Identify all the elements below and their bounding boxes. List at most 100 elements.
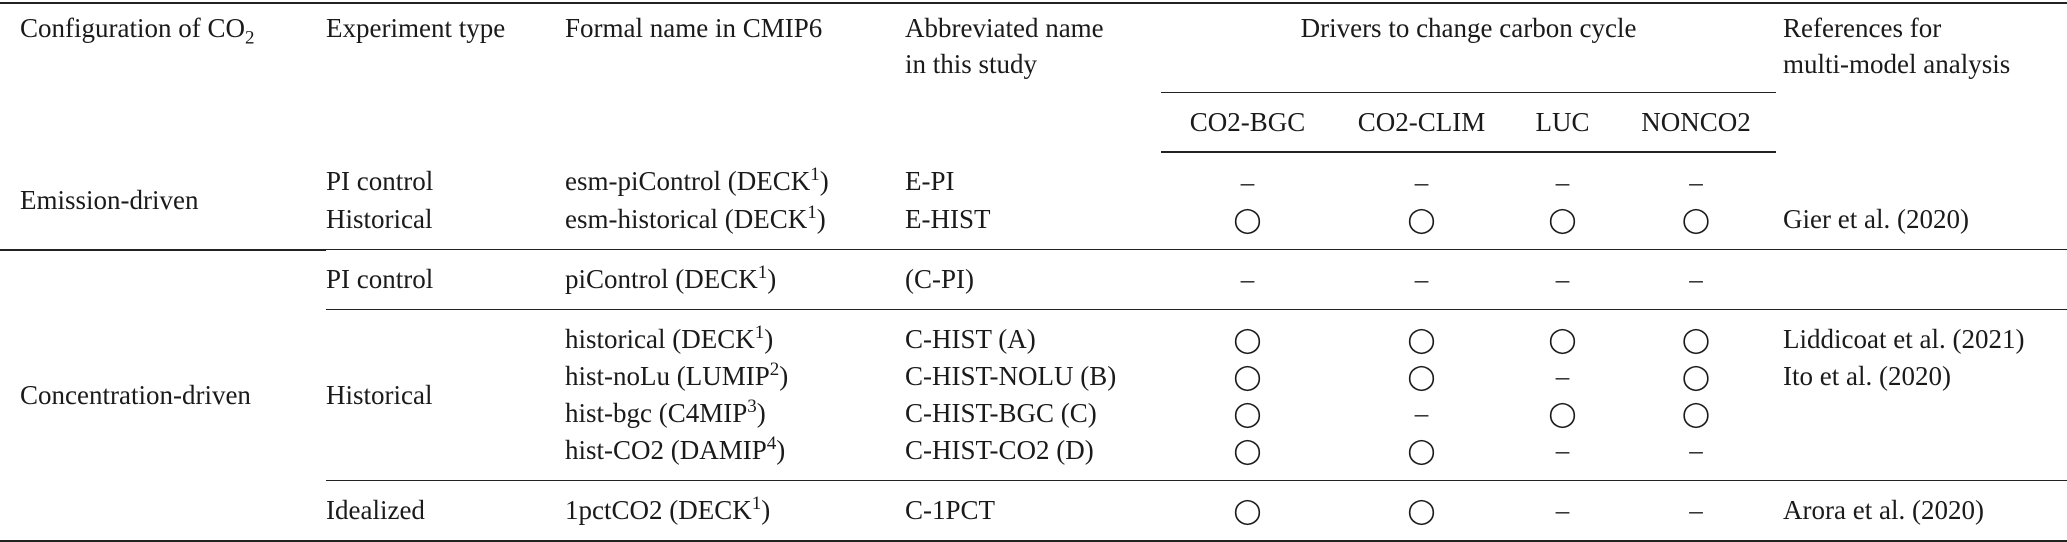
driver-cell: ◯ bbox=[1548, 399, 1577, 428]
header-text: in this study bbox=[905, 49, 1038, 79]
driver-cell: ◯ bbox=[1233, 205, 1262, 234]
driver-cell: ◯ bbox=[1161, 309, 1334, 358]
driver-cell: – bbox=[1555, 435, 1570, 465]
formal-name-cell: hist-bgc (C4MIP3) bbox=[565, 395, 905, 432]
table-row: hist-bgc (C4MIP3) C-HIST-BGC (C) ◯ – ◯ ◯ bbox=[0, 395, 2067, 432]
driver-cell: ◯ bbox=[1334, 309, 1509, 358]
reference-cell: Gier et al. (2020) bbox=[1783, 204, 1969, 234]
experiment-cell: PI control bbox=[326, 166, 434, 196]
formal-name: hist-bgc (C4MIP bbox=[565, 398, 748, 428]
experiment-cell: PI control bbox=[326, 249, 565, 310]
subheader-cell: NONCO2 bbox=[1616, 92, 1777, 153]
driver-cell: – bbox=[1616, 249, 1777, 310]
driver-cell: – bbox=[1555, 361, 1570, 391]
formal-close: ) bbox=[764, 324, 774, 354]
driver-cell: ◯ bbox=[1233, 399, 1262, 428]
formal-name-cell: 1pctCO2 (DECK1) bbox=[565, 480, 905, 542]
header-text: References for bbox=[1783, 13, 1942, 43]
table-row: Historical historical (DECK1) C-HIST (A) ◯ ◯… bbox=[0, 309, 2067, 481]
configuration-cell: Emission-driven bbox=[0, 152, 326, 251]
formal-close: ) bbox=[816, 204, 826, 234]
formal-name: hist-CO2 (DAMIP bbox=[565, 435, 767, 465]
header-cell: Abbreviated name in this study bbox=[905, 2, 1161, 152]
reference-cell bbox=[1776, 432, 2067, 481]
abbreviated-name-cell: C-HIST-BGC (C) bbox=[905, 398, 1097, 428]
driver-cell: ◯ bbox=[1682, 399, 1710, 428]
driver-cell: ◯ bbox=[1407, 205, 1436, 234]
experiment-cell: Historical bbox=[326, 204, 433, 234]
subheader-cell: CO2-BGC bbox=[1161, 92, 1334, 153]
formal-name-cell: piControl (DECK1) bbox=[565, 249, 905, 310]
driver-cell: – bbox=[1509, 249, 1616, 310]
superscript: 1 bbox=[757, 262, 768, 283]
driver-cell: ◯ bbox=[1233, 362, 1262, 391]
formal-close: ) bbox=[779, 361, 789, 391]
abbreviated-name-cell: (C-PI) bbox=[905, 249, 1161, 310]
header-text: Configuration of CO bbox=[20, 13, 245, 43]
table-header: Configuration of CO2 Experiment type For… bbox=[0, 2, 2067, 153]
header-text: Abbreviated name bbox=[905, 13, 1104, 43]
superscript: 3 bbox=[747, 396, 757, 417]
formal-name: esm-historical (DECK bbox=[565, 204, 808, 234]
header-cell: Configuration of CO2 bbox=[0, 2, 326, 152]
reference-cell: Ito et al. (2020) bbox=[1783, 361, 1951, 391]
driver-cell: ◯ bbox=[1682, 362, 1710, 391]
header-cell: Formal name in CMIP6 bbox=[565, 2, 905, 152]
superscript: 4 bbox=[766, 433, 777, 454]
subscript: 2 bbox=[244, 27, 255, 49]
driver-cell: – bbox=[1334, 249, 1509, 310]
header-cell: References for multi-model analysis bbox=[1776, 2, 2067, 152]
driver-cell: – bbox=[1555, 167, 1570, 197]
table-body: Emission-driven PI control esm-piControl (… bbox=[0, 152, 2067, 542]
driver-cell: – bbox=[1240, 167, 1255, 197]
reference-cell bbox=[1776, 249, 2067, 310]
formal-name: esm-piControl (DECK bbox=[565, 166, 811, 196]
driver-cell: ◯ bbox=[1509, 309, 1616, 358]
superscript: 2 bbox=[769, 359, 780, 380]
driver-cell: – bbox=[1616, 480, 1777, 542]
reference-cell: Arora et al. (2020) bbox=[1776, 480, 2067, 542]
formal-close: ) bbox=[761, 495, 771, 525]
formal-name-cell: esm-historical (DECK1) bbox=[565, 201, 905, 250]
driver-cell: ◯ bbox=[1161, 480, 1334, 542]
table-row: hist-noLu (LUMIP2) C-HIST-NOLU (B) ◯ ◯ – ◯ Ito… bbox=[0, 358, 2067, 395]
driver-cell: – bbox=[1414, 167, 1429, 197]
configuration-cell: Concentration-driven bbox=[0, 249, 326, 542]
driver-cell: ◯ bbox=[1407, 362, 1436, 391]
formal-name-cell: esm-piControl (DECK1) bbox=[565, 152, 905, 201]
subheader-row: CO2-BGC CO2-CLIM LUC NONCO2 bbox=[0, 92, 2067, 153]
driver-cell: ◯ bbox=[1616, 309, 1777, 358]
formal-name-cell: historical (DECK1) bbox=[565, 309, 905, 358]
superscript: 1 bbox=[751, 493, 762, 514]
header-row: Configuration of CO2 Experiment type For… bbox=[0, 2, 2067, 152]
reference-cell: Liddicoat et al. (2021) bbox=[1776, 309, 2067, 358]
formal-close: ) bbox=[767, 264, 777, 294]
subheader-cell: CO2-CLIM bbox=[1334, 92, 1509, 153]
abbreviated-name-cell: C-1PCT bbox=[905, 480, 1161, 542]
formal-name: historical (DECK bbox=[565, 324, 755, 354]
experiment-cell: Idealized bbox=[326, 480, 565, 542]
driver-cell: ◯ bbox=[1233, 436, 1262, 465]
experiment-cell: Historical bbox=[326, 309, 565, 481]
formal-close: ) bbox=[819, 166, 829, 196]
abbreviated-name-cell: C-HIST-CO2 (D) bbox=[905, 435, 1094, 465]
driver-cell: – bbox=[1161, 249, 1334, 310]
driver-cell: – bbox=[1509, 480, 1616, 542]
table-row: Historical esm-historical (DECK1) E-HIST ◯ ◯… bbox=[0, 201, 2067, 250]
formal-name-cell: hist-CO2 (DAMIP4) bbox=[565, 432, 905, 481]
abbreviated-name-cell: C-HIST (A) bbox=[905, 309, 1161, 358]
driver-cell: ◯ bbox=[1334, 480, 1509, 542]
driver-cell: ◯ bbox=[1682, 205, 1710, 234]
formal-close: ) bbox=[756, 398, 766, 428]
superscript: 1 bbox=[754, 322, 765, 343]
superscript: 1 bbox=[807, 202, 817, 223]
table-row: Emission-driven PI control esm-piControl (… bbox=[0, 152, 2067, 251]
reference-cell bbox=[1776, 152, 2067, 201]
table-row: Concentration-driven PI control piControl … bbox=[0, 249, 2067, 542]
driver-cell: – bbox=[1414, 398, 1429, 428]
formal-close: ) bbox=[776, 435, 786, 465]
abbreviated-name-cell: C-HIST-NOLU (B) bbox=[905, 361, 1117, 391]
formal-name: 1pctCO2 (DECK bbox=[565, 495, 752, 525]
